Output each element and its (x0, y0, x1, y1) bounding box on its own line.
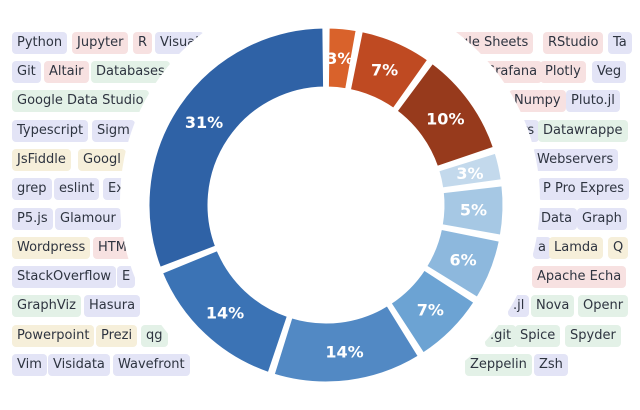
donut-slice-3 (436, 150, 504, 191)
donut-slice-5 (424, 226, 502, 301)
tool-tag: Typescript (12, 120, 89, 142)
tool-tag: StackOverflow (12, 266, 117, 288)
donut-slice-7 (271, 303, 422, 385)
tool-tag: Prezi (96, 325, 138, 347)
slice-percent-label: 10% (426, 109, 464, 128)
tool-tag: Wavefront (113, 354, 190, 376)
tool-tag: qg (141, 325, 168, 347)
donut-labels: 3% 7% 10% 3% 5% 6% 7% 14% 14% 31% (185, 49, 487, 361)
tool-tag: Graph (577, 208, 627, 230)
slice-percent-label: 7% (417, 300, 444, 319)
donut-slice-8 (159, 247, 291, 376)
tool-tag: Data (536, 208, 578, 230)
tool-tag-cloud: Python Jupyter R Visual ogle Sheets RStudio Ta… (12, 32, 632, 376)
tool-tag: HTM (93, 237, 132, 259)
tool-tag: Sigm (92, 120, 135, 142)
slice-percent-label: 7% (371, 61, 398, 80)
tool-tag: Altair (44, 61, 89, 83)
slice-percent-label: 6% (450, 250, 477, 269)
tool-tag: P Pro (538, 178, 581, 200)
tool-tag: Numpy (509, 90, 566, 112)
tool-tag: RStudio (543, 32, 604, 54)
slice-percent-label: 14% (206, 304, 244, 323)
tool-tag: Wordpress (12, 237, 91, 259)
tool-tag: Ta (608, 32, 632, 54)
donut-slice-4 (439, 183, 506, 238)
donut-chart: 3% 7% 10% 3% 5% 6% 7% 14% 14% 31% (146, 25, 506, 385)
tool-tag: Expres (575, 178, 629, 200)
tool-tag: JsFiddle (12, 149, 71, 171)
tool-tag: Googl (78, 149, 126, 171)
tool-tag: Webservers (532, 149, 619, 171)
donut-slices (146, 25, 506, 385)
slice-percent-label: 3% (326, 49, 353, 68)
tool-tag: Git (12, 61, 41, 83)
tool-tag: Spyder (565, 325, 621, 347)
slice-percent-label: 31% (185, 113, 223, 132)
tool-tag: Zsh (534, 354, 568, 376)
tool-tag: Openr (578, 295, 629, 317)
donut-slice-2 (394, 60, 497, 170)
donut-slice-0 (325, 25, 359, 92)
tool-tag: Google Data Studio (12, 90, 149, 112)
tool-tag: E (117, 266, 136, 288)
tool-tag: Spice (515, 325, 561, 347)
donut-slice-1 (347, 29, 431, 112)
tool-tag: P5.js (12, 208, 53, 230)
donut-slice-6 (388, 267, 477, 356)
slice-percent-label: 5% (460, 201, 487, 220)
slice-percent-label: 14% (325, 342, 363, 361)
tool-tag: eslint (54, 178, 100, 200)
donut-slice-9 (146, 25, 327, 271)
tool-tag: Lamda (549, 237, 604, 259)
tool-tag: Python (12, 32, 68, 54)
tool-tag: Powerpoint (12, 325, 95, 347)
tool-tag: Databases (91, 61, 170, 83)
tool-tag: Hasura (84, 295, 141, 317)
tool-tag: grep (12, 178, 52, 200)
tool-tag: Vim (12, 354, 47, 376)
tool-tag: R (133, 32, 153, 54)
tool-tag: a (533, 237, 551, 259)
tool-tag: Visidata (48, 354, 110, 376)
tool-tag: Zeppelin (465, 354, 532, 376)
tool-tag: Q (608, 237, 629, 259)
tool-tag: GraphViz (12, 295, 81, 317)
slice-percent-label: 3% (456, 164, 483, 183)
tool-tag: Datawrappe (538, 120, 628, 142)
tool-tag: Pluto.jl (566, 90, 620, 112)
tool-tag: Jupyter (72, 32, 129, 54)
tool-tag: Veg (592, 61, 627, 83)
tool-tag: Nova (531, 295, 575, 317)
tool-tag: Plotly (540, 61, 586, 83)
tool-tag: Glamour (55, 208, 121, 230)
tool-tag: Apache Echa (532, 266, 627, 288)
